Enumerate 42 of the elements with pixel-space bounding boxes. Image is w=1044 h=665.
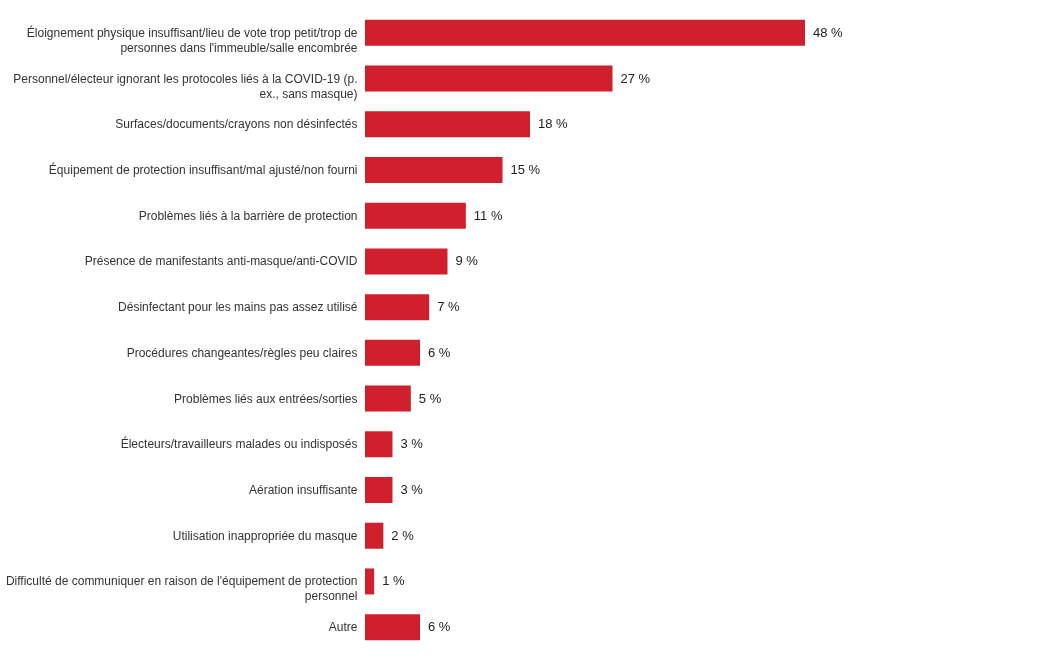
y-tick-label: Éloignement physique insuffisant/lieu de vote trop petit/trop de personnes dans l'immeuble/salle encombrée: [26, 24, 358, 55]
y-tick-label: Aération insuffisante: [248, 483, 358, 497]
data-label: 18 %: [538, 116, 569, 132]
data-label: 7 %: [437, 299, 461, 315]
data-label: 5 %: [418, 390, 442, 406]
y-tick-label: Problèmes liés à la barrière de protection: [138, 208, 358, 223]
bar: [365, 65, 613, 92]
bar: [365, 248, 448, 275]
y-tick-label: Problèmes liés aux entrées/sorties: [174, 391, 358, 406]
data-label: 2 %: [391, 527, 415, 543]
y-tick-label: Autre: [328, 620, 358, 635]
bar: [365, 431, 393, 458]
data-label: 9 %: [455, 253, 479, 269]
bar: [365, 568, 375, 595]
y-tick-label: Difficulté de communiquer en raison de l'équipement de protection personnel: [5, 574, 358, 604]
bar: [365, 294, 430, 321]
bar: [365, 477, 393, 503]
data-label: 48 %: [813, 24, 844, 40]
bar: [365, 202, 466, 229]
y-tick-label: Équipement de protection insuffisant/mal ajusté/non fourni: [48, 162, 358, 177]
bar: [365, 111, 530, 138]
data-label: 3 %: [400, 436, 424, 452]
y-tick-label: Désinfectant pour les mains pas assez utilisé: [118, 300, 358, 315]
y-tick-label: Présence de manifestants anti-masque/anti-COVID: [84, 254, 358, 269]
data-label: 11 %: [473, 207, 503, 223]
data-label: 3 %: [400, 482, 424, 497]
bar: [365, 385, 411, 412]
y-tick-label: Surfaces/documents/crayons non désinfectés: [115, 117, 358, 132]
bar: [365, 157, 503, 183]
bar: [365, 614, 420, 641]
data-label: 6 %: [428, 344, 451, 360]
bar: [365, 339, 420, 366]
y-tick-label: Utilisation inappropriée du masque: [172, 528, 358, 543]
y-tick-label: Électeurs/travailleurs malades ou indisposés: [120, 436, 358, 452]
data-label: 27 %: [620, 70, 651, 86]
data-label: 1 %: [382, 573, 406, 589]
y-tick-label: Personnel/électeur ignorant les protocoles liés à la COVID-19 (p. ex., sans masque): [13, 71, 358, 101]
bar: [365, 19, 805, 46]
data-label: 15 %: [510, 162, 541, 177]
data-label: 6 %: [428, 619, 451, 635]
bar: [365, 522, 384, 549]
y-tick-label: Procédures changeantes/règles peu claires: [126, 345, 358, 360]
